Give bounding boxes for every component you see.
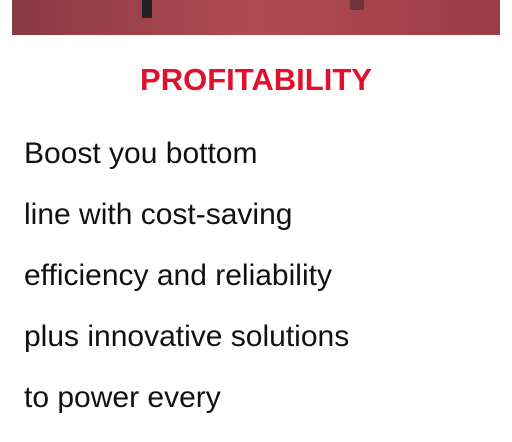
text-line: plus innovative solutions — [24, 320, 350, 353]
text-line: line with cost-saving — [24, 198, 293, 231]
text-line: Boost you bottom — [24, 137, 258, 170]
banner-image — [12, 0, 500, 35]
text-line: efficiency and reliability — [24, 259, 332, 292]
icon — [142, 0, 152, 18]
heading: PROFITABILITY — [140, 62, 372, 97]
icon — [350, 0, 364, 10]
text-line: to power every — [24, 381, 221, 414]
